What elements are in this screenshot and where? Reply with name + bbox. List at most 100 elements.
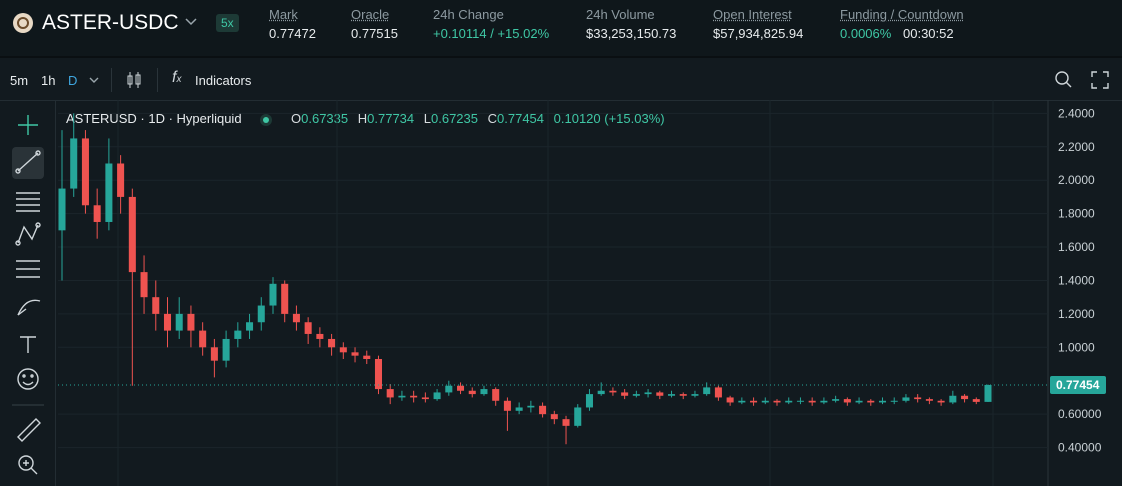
candle-body: [574, 407, 582, 426]
candle-body: [433, 392, 441, 400]
candle-body: [714, 387, 722, 398]
stat-label: Oracle: [351, 7, 390, 22]
interval[interactable]: 1h: [41, 73, 56, 88]
candle-body: [609, 390, 617, 393]
stat-value: 0.77472: [269, 26, 316, 41]
candle-body: [175, 313, 183, 331]
candle-type-icon[interactable]: [125, 70, 143, 90]
fullscreen-icon[interactable]: [1090, 70, 1110, 90]
candle-body: [492, 389, 500, 401]
candle-body: [117, 163, 125, 197]
candle-body: [796, 400, 804, 402]
y-tick-label: 0.60000: [1058, 407, 1102, 421]
candle-body: [246, 322, 254, 331]
candle-body: [925, 399, 933, 401]
candle-body: [128, 196, 136, 273]
candle-body: [292, 313, 300, 323]
last-price-box: [1050, 375, 1106, 394]
y-tick-label: 1.8000: [1058, 207, 1095, 221]
countdown: 00:30:52: [903, 26, 954, 41]
candle-body: [480, 389, 488, 395]
candle-body: [621, 392, 629, 396]
ohlc-change: 0.10120 (+15.03%): [553, 111, 665, 126]
candle-body: [199, 330, 207, 348]
candle-body: [93, 205, 101, 222]
candle-body: [70, 138, 78, 189]
screenshot-icon[interactable]: [1053, 69, 1075, 91]
candle-body: [550, 414, 558, 420]
legend-title: ASTERUSD · 1D · Hyperliquid: [66, 111, 242, 126]
ohlc-value: 0.77734: [367, 111, 415, 126]
candle-body: [597, 390, 605, 395]
candle-body: [58, 188, 66, 231]
candle-body: [257, 305, 265, 323]
dropdown-icon[interactable]: [89, 76, 99, 84]
y-tick-label: 1.2000: [1058, 307, 1095, 321]
candle-body: [140, 272, 148, 298]
candle-body: [961, 395, 969, 400]
y-tick-label: 2.2000: [1058, 140, 1095, 154]
candle-body: [539, 405, 547, 415]
candle-body: [339, 347, 347, 353]
y-tick-label: 1.4000: [1058, 273, 1095, 287]
candle-body: [398, 395, 406, 398]
fx-icon[interactable]: fx: [172, 69, 182, 86]
candle-body: [949, 395, 957, 403]
tool-icons[interactable]: [0, 101, 55, 486]
candle-body: [457, 385, 465, 391]
candle-body: [363, 355, 371, 360]
candle-body: [785, 400, 793, 403]
ohlc-label: H: [357, 111, 368, 126]
candle-body: [902, 397, 910, 401]
candle-body: [152, 297, 160, 314]
candle-body: [503, 400, 511, 411]
stat-label: 24h Change: [433, 7, 504, 22]
candle-body: [878, 400, 887, 403]
candle-body: [984, 384, 992, 402]
ohlc-value: 0.67335: [301, 111, 349, 126]
last-price-label: 0.77454: [1056, 378, 1100, 392]
candle-body: [445, 385, 453, 393]
stat-label: Open Interest: [713, 7, 792, 22]
symbol[interactable]: ASTER-USDC: [42, 11, 179, 34]
indicators-button[interactable]: Indicators: [195, 73, 252, 88]
candle-body: [726, 397, 734, 403]
candle-body: [632, 394, 640, 396]
separator: [111, 68, 112, 92]
candle-body: [679, 394, 687, 396]
ohlc-label: L: [423, 111, 431, 126]
candle-body: [585, 394, 593, 408]
candle-body: [937, 400, 945, 403]
candle-body: [281, 283, 289, 314]
candle-body: [761, 400, 769, 403]
stat-value: $57,934,825.94: [713, 26, 804, 41]
candle-body: [691, 394, 699, 396]
candle-body: [656, 392, 664, 396]
candle-body: [105, 163, 113, 222]
stat-value: +0.10114 / +15.02%: [433, 26, 550, 41]
token-icon: [13, 13, 33, 33]
y-tick-label: 1.6000: [1058, 240, 1095, 254]
candle-body: [386, 389, 394, 398]
candle-body: [81, 138, 89, 206]
candle-body: [210, 347, 218, 361]
dropdown-icon[interactable]: [184, 17, 198, 27]
stat-label: Mark: [269, 7, 298, 22]
y-tick-label: 1.0000: [1058, 340, 1095, 354]
leverage[interactable]: 5x: [216, 14, 239, 32]
separator: [157, 68, 158, 92]
candle-body: [644, 392, 652, 395]
stat-value: 0.77515: [351, 26, 398, 41]
status-dot: [260, 114, 272, 126]
candle-body: [808, 400, 816, 403]
interval[interactable]: 5m: [10, 73, 29, 88]
stat-label: Funding / Countdown: [840, 7, 964, 22]
candle-body: [187, 313, 195, 331]
candle-body: [914, 397, 922, 400]
interval[interactable]: D: [68, 73, 78, 88]
drawing-tools: [0, 101, 56, 486]
candle-body: [773, 400, 781, 403]
candle-body: [316, 333, 324, 339]
candle-body: [328, 338, 336, 348]
